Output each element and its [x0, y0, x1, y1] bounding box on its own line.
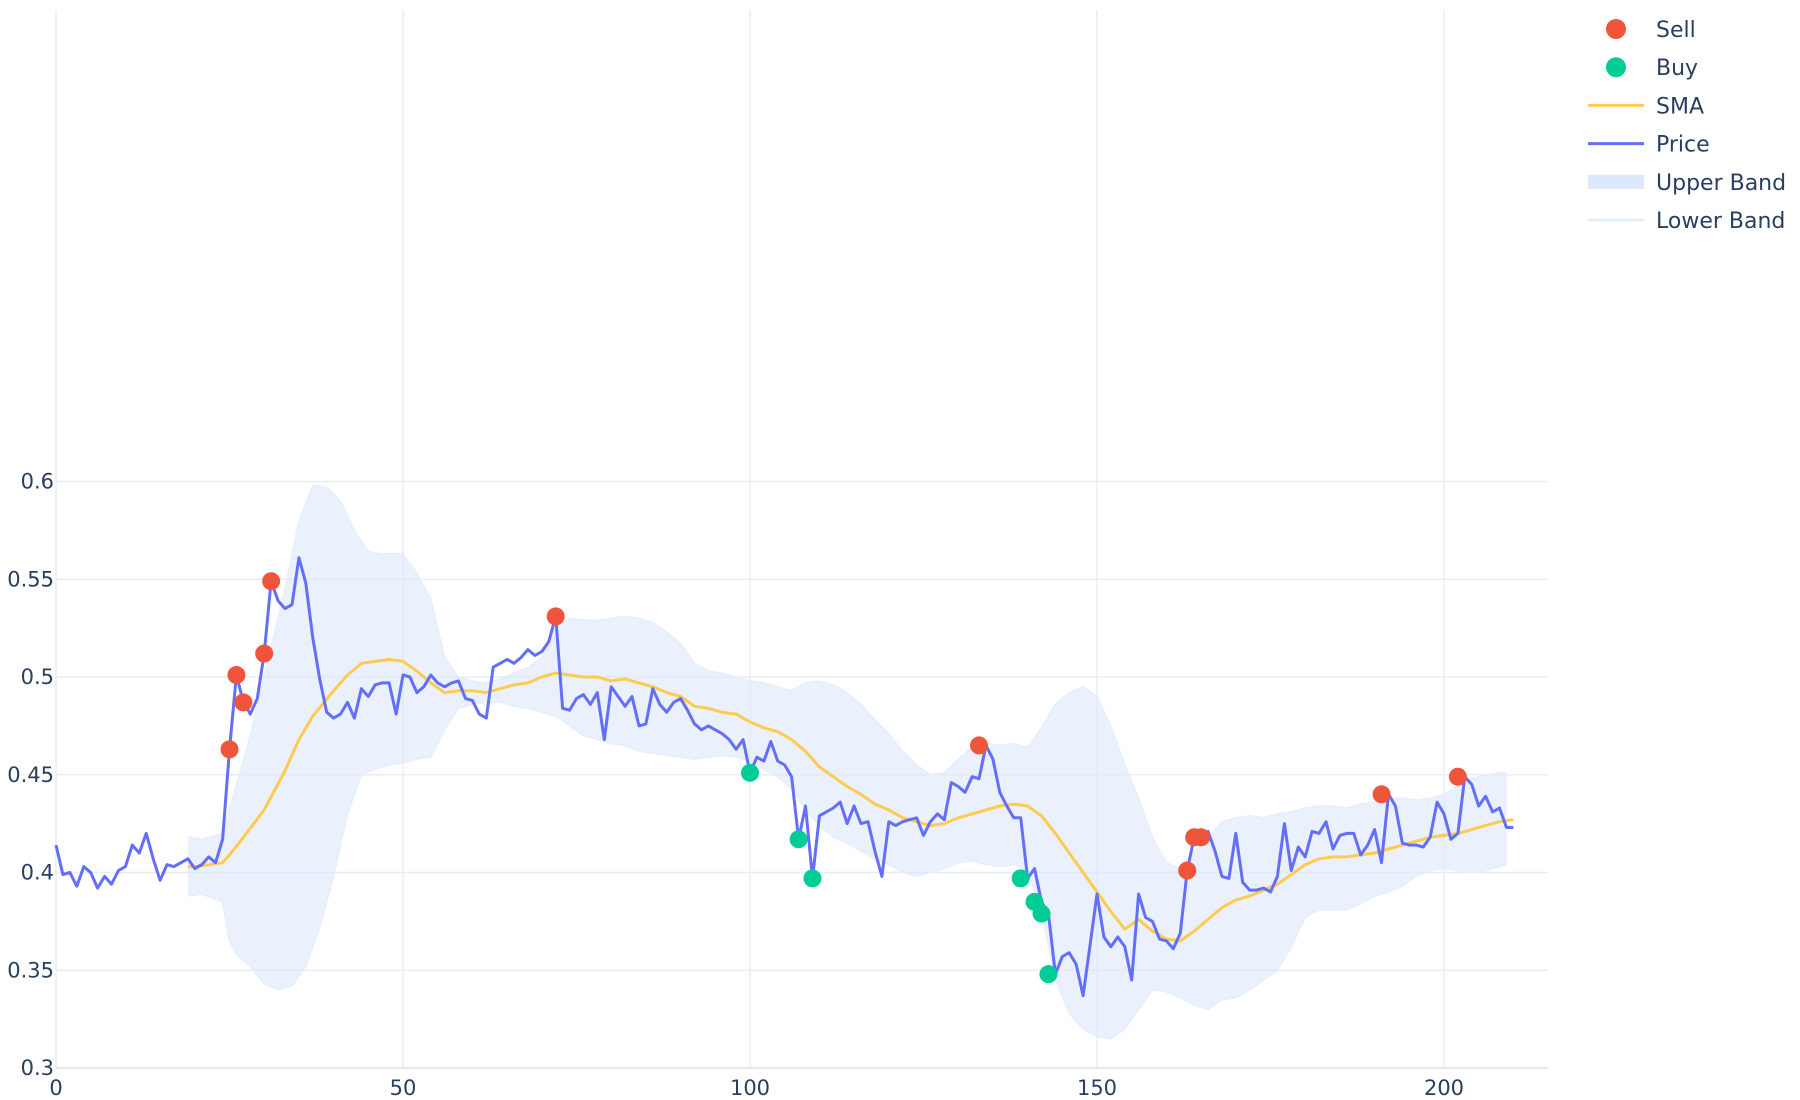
buy-marker[interactable] [789, 830, 808, 849]
x-tick-label: 100 [730, 1076, 770, 1100]
y-tick-label: 0.4 [21, 861, 54, 885]
legend-band-fill-icon [1588, 174, 1644, 189]
x-tick-label: 0 [49, 1076, 62, 1100]
legend[interactable]: Sell Buy SMA Price Upper Band Lower Band [1588, 18, 1786, 234]
sell-marker[interactable] [1372, 785, 1391, 804]
axis-tick-labels: 0 50 100 150 200 0.3 0.35 0.4 0.45 0.5 0.55 0.6 [7, 470, 1464, 1100]
legend-item-lower[interactable]: Lower Band [1588, 209, 1785, 234]
buy-marker[interactable] [741, 763, 759, 782]
legend-item-upper[interactable]: Upper Band [1588, 171, 1786, 196]
sma-line [187, 657, 1514, 943]
sell-marker[interactable] [1448, 767, 1467, 786]
buy-marker[interactable] [1039, 965, 1058, 984]
x-tick-label: 50 [390, 1076, 417, 1100]
x-tick-label: 200 [1424, 1076, 1464, 1100]
legend-item-sell[interactable]: Sell [1606, 18, 1696, 43]
sell-marker[interactable] [1178, 861, 1197, 880]
buy-marker[interactable] [1032, 904, 1051, 923]
lower-band-line [187, 701, 1507, 1040]
sell-marker[interactable] [262, 572, 281, 591]
y-tick-label: 0.3 [21, 1056, 54, 1080]
legend-label: SMA [1656, 94, 1704, 119]
signal-markers [220, 572, 1467, 984]
legend-item-sma[interactable]: SMA [1588, 94, 1704, 119]
legend-label: Buy [1656, 56, 1698, 81]
legend-sell-marker-icon [1606, 19, 1626, 39]
legend-label: Price [1656, 133, 1710, 158]
legend-item-price[interactable]: Price [1588, 133, 1710, 158]
bollinger-band-area [187, 484, 1507, 1040]
series-lines [54, 556, 1514, 998]
y-tick-label: 0.6 [21, 470, 54, 494]
sell-marker[interactable] [970, 736, 989, 755]
sell-marker[interactable] [227, 666, 246, 685]
legend-buy-marker-icon [1606, 57, 1626, 78]
y-tick-label: 0.55 [7, 567, 54, 591]
sell-marker[interactable] [1192, 828, 1211, 847]
sell-marker[interactable] [234, 693, 253, 712]
price-line [54, 556, 1514, 998]
legend-label: Sell [1656, 18, 1696, 43]
band-fill-area [187, 485, 1507, 1039]
sell-marker[interactable] [546, 607, 565, 626]
legend-label: Lower Band [1656, 209, 1785, 234]
buy-marker[interactable] [803, 869, 822, 888]
buy-marker[interactable] [1011, 869, 1030, 888]
x-tick-label: 150 [1077, 1076, 1117, 1100]
y-tick-label: 0.5 [21, 665, 54, 689]
sell-marker[interactable] [220, 740, 239, 759]
legend-item-buy[interactable]: Buy [1606, 56, 1698, 81]
legend-label: Upper Band [1656, 171, 1786, 196]
upper-band-line [187, 484, 1507, 870]
y-tick-label: 0.45 [7, 763, 54, 787]
y-tick-label: 0.35 [7, 958, 54, 982]
sell-marker[interactable] [255, 644, 274, 663]
